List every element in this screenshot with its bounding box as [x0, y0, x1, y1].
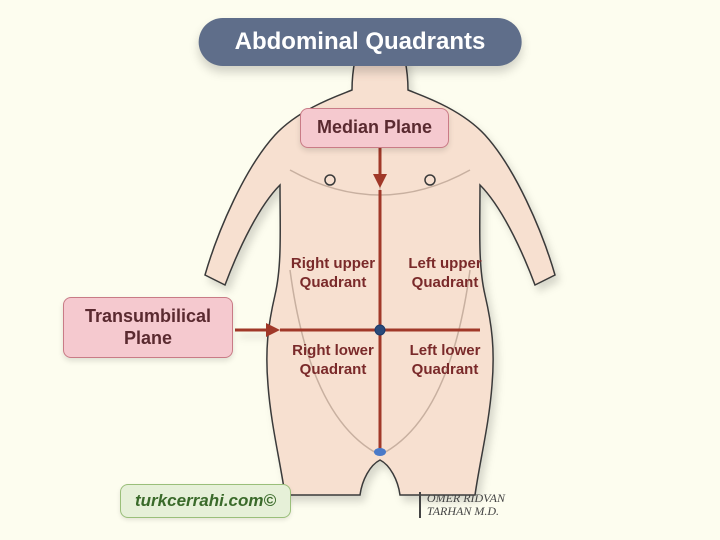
quadrant-left-upper: Left upperQuadrant: [390, 255, 500, 293]
median-plane-label: Median Plane: [300, 108, 449, 148]
quadrant-right-lower: Right lowerQuadrant: [278, 342, 388, 380]
site-watermark: turkcerrahi.com©: [120, 484, 291, 518]
transumbilical-plane-label: TransumbilicalPlane: [63, 297, 233, 358]
author-signature: OMER RIDVANTARHAN M.D.: [419, 492, 505, 518]
quadrant-left-lower: Left lowerQuadrant: [390, 342, 500, 380]
diagram-title: Abdominal Quadrants: [199, 18, 522, 66]
quadrant-right-upper: Right upperQuadrant: [278, 255, 388, 293]
